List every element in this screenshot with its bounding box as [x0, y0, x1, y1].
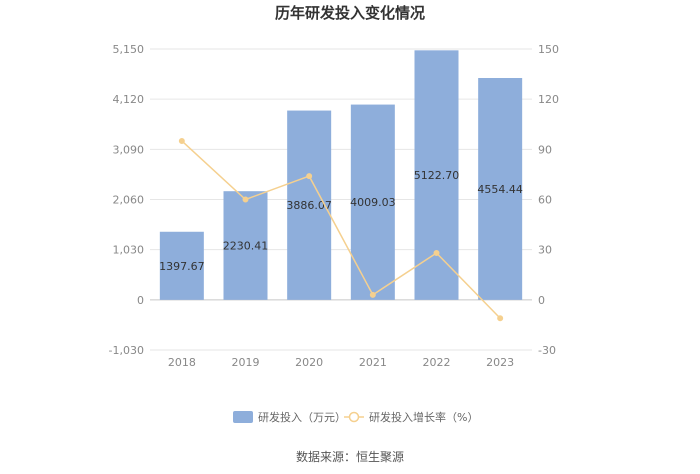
source-note: 数据来源：恒生聚源 [296, 449, 404, 464]
x-tick-label: 2021 [359, 356, 387, 369]
line-series [178, 137, 504, 322]
bar [159, 231, 204, 300]
grid [150, 48, 532, 351]
growth-point [242, 196, 249, 203]
bar-series [159, 50, 523, 300]
left-tick-label: 3,090 [113, 143, 145, 156]
right-tick-label: 0 [538, 294, 545, 307]
left-tick-label: -1,030 [109, 344, 144, 357]
left-tick-label: 5,150 [113, 43, 145, 56]
growth-point [497, 315, 504, 322]
right-tick-label: -30 [538, 344, 556, 357]
growth-point [433, 250, 440, 257]
bar-value-label: 1397.67 [159, 260, 205, 273]
legend-line-marker [348, 411, 360, 423]
legend-bar-label: 研发投入（万元） [258, 410, 346, 424]
growth-point [178, 137, 185, 144]
bar-labels: 1397.67 2230.41 3886.07 4009.03 5122.70 4554.… [159, 169, 523, 273]
bar-value-label: 3886.07 [286, 199, 332, 212]
x-tick-label: 2018 [168, 356, 196, 369]
legend: 研发投入（万元） 研发投入增长率（%） [233, 410, 478, 424]
chart-title: 历年研发投入变化情况 [275, 4, 425, 22]
legend-line-label: 研发投入增长率（%） [369, 410, 478, 424]
bar-value-label: 4009.03 [350, 196, 396, 209]
legend-item-line[interactable]: 研发投入增长率（%） [344, 410, 478, 424]
x-tick-label: 2020 [295, 356, 323, 369]
x-tick-label: 2023 [486, 356, 514, 369]
x-tick-label: 2022 [423, 356, 451, 369]
legend-item-bar[interactable]: 研发投入（万元） [233, 410, 346, 424]
left-tick-label: 1,030 [113, 244, 145, 257]
left-axis: -1,030 0 1,030 2,060 3,090 4,120 5,150 [109, 43, 144, 357]
legend-bar-swatch [233, 411, 253, 423]
bar-value-label: 2230.41 [223, 240, 269, 253]
right-tick-label: 30 [538, 244, 552, 257]
growth-point [306, 173, 313, 180]
right-tick-label: 60 [538, 194, 552, 207]
right-tick-label: 120 [538, 93, 559, 106]
bar-value-label: 5122.70 [414, 169, 460, 182]
bar [414, 50, 459, 300]
growth-line [181, 140, 501, 319]
right-tick-label: 90 [538, 143, 552, 156]
growth-point [369, 291, 376, 298]
right-axis: -30 0 30 60 90 120 150 [538, 43, 559, 357]
bar [223, 191, 268, 300]
bar [287, 110, 332, 300]
left-tick-label: 0 [137, 294, 144, 307]
left-tick-label: 2,060 [113, 194, 145, 207]
right-tick-label: 150 [538, 43, 559, 56]
x-axis: 2018 2019 2020 2021 2022 2023 [168, 356, 514, 369]
x-tick-label: 2019 [232, 356, 260, 369]
bar [478, 78, 523, 300]
left-tick-label: 4,120 [113, 93, 145, 106]
bar-value-label: 4554.44 [477, 183, 523, 196]
